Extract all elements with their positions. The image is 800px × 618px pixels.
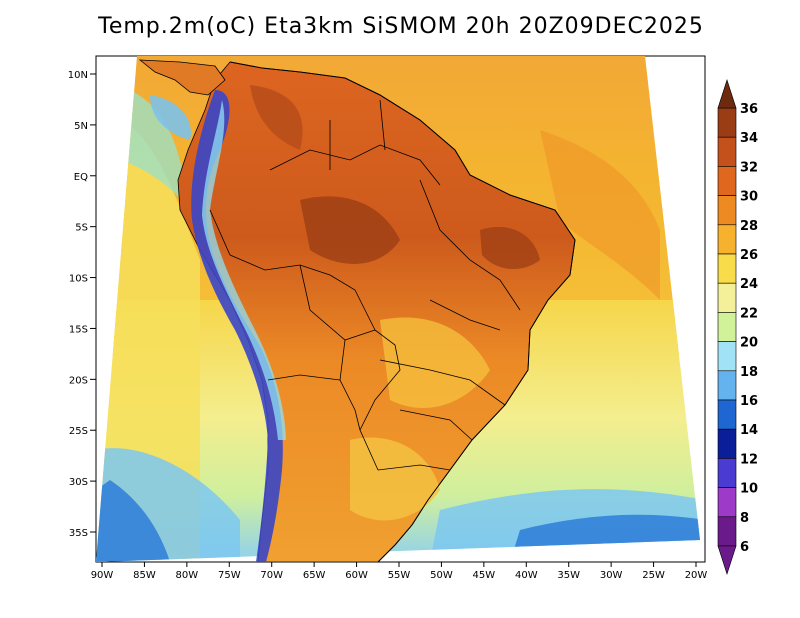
lon-tick-label: 30W	[600, 570, 623, 581]
lat-tick-label: 35S	[69, 528, 88, 539]
colorbar-min-arrow	[717, 545, 737, 575]
country-borders	[209, 99, 521, 471]
colorbar-label: 20	[740, 336, 758, 351]
south-america-land	[138, 59, 576, 563]
gulf-cool-patch	[150, 95, 191, 140]
colorbar-label: 14	[740, 423, 758, 438]
andes-cold-ridge	[191, 90, 283, 562]
colorbar: 36 34 32 30 28 26 24 22 20 18 16 14 12 10 8 6	[717, 79, 758, 575]
colorbar-band	[717, 458, 737, 488]
colorbar-band	[717, 312, 737, 342]
colorbar-label: 10	[740, 482, 758, 497]
colorbar-label: 34	[740, 131, 758, 146]
lon-tick-label: 75W	[218, 570, 241, 581]
lat-tick-label: 5S	[75, 223, 88, 234]
colorbar-band	[717, 282, 737, 313]
colorbar-band	[717, 195, 737, 226]
lon-tick-label: 45W	[473, 570, 496, 581]
colorbar-band	[717, 136, 737, 167]
colorbar-band	[717, 341, 737, 372]
lat-tick-label: 5N	[74, 121, 88, 132]
lat-tick-label: 30S	[69, 477, 88, 488]
lon-tick-label: 25W	[642, 570, 665, 581]
central-america	[138, 59, 226, 96]
colorbar-label: 22	[740, 306, 758, 321]
colorbar-label: 8	[740, 511, 749, 526]
colorbar-label: 26	[740, 248, 758, 263]
lon-tick-label: 65W	[303, 570, 326, 581]
colorbar-label: 18	[740, 365, 758, 380]
longitude-axis: 90W 85W 80W 75W 70W 65W 60W 55W 50W 45W 40W 35W 30W 2…	[91, 562, 708, 581]
colorbar-label: 36	[740, 102, 758, 117]
amazon-hot-core	[300, 196, 400, 264]
colorbar-band	[717, 399, 737, 430]
colorbar-band	[717, 224, 737, 255]
lon-tick-label: 40W	[515, 570, 538, 581]
lon-tick-label: 55W	[388, 570, 411, 581]
map-title: Temp.2m(oC) Eta3km SiSMOM 20h 20Z09DEC20…	[98, 14, 704, 39]
venezuela-hot-core	[250, 85, 303, 150]
lon-tick-label: 70W	[260, 570, 283, 581]
colorbar-label: 32	[740, 160, 758, 175]
colorbar-label: 6	[740, 540, 749, 555]
northeast-hot-core	[480, 226, 540, 270]
lon-tick-label: 35W	[557, 570, 580, 581]
lon-tick-label: 20W	[685, 570, 708, 581]
colorbar-label: 12	[740, 452, 758, 467]
southwest-cold-water	[96, 480, 170, 562]
colorbar-label: 16	[740, 394, 758, 409]
colorbar-band	[717, 166, 737, 196]
colorbar-max-arrow	[717, 79, 737, 109]
lon-tick-label: 60W	[345, 570, 368, 581]
lon-tick-label: 50W	[430, 570, 453, 581]
central-brazil-mild	[380, 317, 490, 409]
lon-tick-label: 85W	[133, 570, 156, 581]
colorbar-band	[717, 487, 737, 518]
colorbar-band	[717, 516, 737, 547]
lat-tick-label: 10S	[69, 274, 88, 285]
lat-tick-label: EQ	[74, 172, 88, 183]
colorbar-band	[717, 107, 737, 138]
colorbar-label: 30	[740, 190, 758, 205]
pacific-cool-patch	[120, 90, 190, 210]
lon-tick-label: 90W	[91, 570, 114, 581]
lat-tick-label: 15S	[69, 324, 88, 335]
colorbar-label: 24	[740, 277, 758, 292]
colorbar-band	[717, 428, 737, 459]
lat-tick-label: 10N	[68, 70, 88, 81]
latitude-axis: 10N 5N EQ 5S 10S 15S 20S 25S 30S 35S	[68, 70, 96, 539]
andes-cool-flank	[202, 100, 286, 440]
atlantic-coastline	[229, 61, 576, 563]
lat-tick-label: 25S	[69, 426, 88, 437]
colorbar-band	[717, 253, 737, 284]
lat-tick-label: 20S	[69, 375, 88, 386]
lon-tick-label: 80W	[176, 570, 199, 581]
colorbar-label: 28	[740, 219, 758, 234]
colorbar-band	[717, 370, 737, 401]
atlantic-warm-patch	[540, 130, 660, 300]
